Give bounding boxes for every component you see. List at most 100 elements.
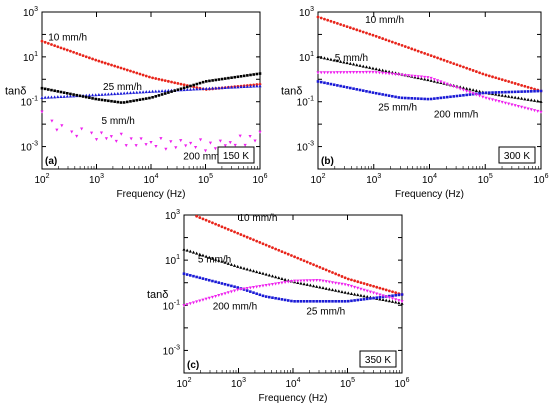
data-point bbox=[78, 94, 82, 98]
data-point bbox=[204, 278, 208, 281]
data-point bbox=[220, 77, 224, 81]
data-point bbox=[477, 89, 482, 93]
data-point bbox=[362, 288, 366, 292]
data-point bbox=[533, 87, 536, 91]
data-point bbox=[397, 42, 401, 46]
temperature-label: 150 K bbox=[223, 151, 249, 162]
data-point bbox=[134, 144, 138, 148]
data-point bbox=[391, 294, 394, 297]
data-point bbox=[410, 74, 414, 78]
data-point bbox=[132, 99, 135, 103]
data-point bbox=[358, 88, 362, 92]
data-point bbox=[330, 281, 335, 285]
data-point bbox=[348, 61, 352, 65]
chart-panel-a: 102 103 104 105 106 10-3 10-1 101 103 Frequency (… bbox=[5, 6, 268, 200]
data-point bbox=[322, 71, 327, 75]
data-point bbox=[331, 271, 334, 274]
data-point bbox=[46, 95, 50, 99]
data-point bbox=[339, 71, 343, 75]
series-25-mm-h bbox=[40, 84, 262, 99]
data-point bbox=[445, 95, 449, 99]
data-point bbox=[141, 73, 145, 77]
data-point bbox=[299, 281, 303, 285]
data-point bbox=[536, 99, 540, 103]
data-point bbox=[394, 300, 398, 304]
y-tick-label: 10-3 bbox=[163, 344, 180, 357]
data-point bbox=[261, 294, 265, 298]
series-label: 10 mm/h bbox=[48, 33, 87, 44]
data-point bbox=[342, 24, 346, 27]
data-point bbox=[516, 104, 520, 108]
data-point bbox=[387, 289, 391, 293]
data-point bbox=[500, 78, 504, 82]
data-point bbox=[280, 250, 284, 253]
data-point bbox=[243, 143, 247, 147]
data-point bbox=[465, 86, 469, 90]
data-point bbox=[334, 300, 337, 303]
data-point bbox=[201, 217, 205, 221]
data-point bbox=[343, 276, 347, 280]
data-point bbox=[157, 77, 161, 81]
data-point bbox=[326, 57, 330, 61]
data-point bbox=[532, 98, 537, 102]
data-point bbox=[342, 85, 346, 89]
data-point bbox=[55, 128, 59, 132]
data-point bbox=[270, 282, 275, 286]
y-tick-label: 10-1 bbox=[297, 96, 314, 109]
data-point bbox=[372, 296, 375, 300]
data-point bbox=[346, 291, 350, 295]
data-point bbox=[198, 87, 202, 91]
data-point bbox=[87, 93, 91, 97]
data-point bbox=[267, 283, 271, 287]
data-point bbox=[258, 72, 262, 75]
data-point bbox=[410, 47, 414, 51]
data-point bbox=[504, 79, 507, 83]
data-point bbox=[400, 300, 404, 304]
data-point bbox=[245, 286, 249, 290]
series-10-mm-h bbox=[40, 39, 262, 91]
data-point bbox=[365, 90, 368, 93]
data-point bbox=[308, 261, 312, 265]
series-label: 5 mm/h bbox=[102, 116, 135, 127]
data-point bbox=[445, 82, 449, 86]
data-point bbox=[151, 76, 154, 80]
data-point bbox=[150, 89, 155, 93]
data-point bbox=[375, 292, 379, 296]
data-point bbox=[229, 229, 233, 233]
data-point bbox=[391, 94, 394, 98]
data-point bbox=[252, 73, 255, 76]
data-point bbox=[299, 258, 303, 261]
data-point bbox=[335, 22, 339, 25]
data-point bbox=[348, 71, 352, 75]
data-point bbox=[381, 287, 385, 291]
data-point bbox=[138, 98, 142, 101]
data-point bbox=[50, 119, 54, 123]
data-point bbox=[507, 102, 511, 106]
data-point bbox=[337, 300, 341, 303]
data-point bbox=[397, 299, 401, 303]
data-point bbox=[400, 73, 404, 77]
data-point bbox=[316, 71, 320, 75]
data-point bbox=[236, 85, 240, 89]
data-point bbox=[329, 19, 333, 23]
data-point bbox=[245, 235, 249, 239]
data-point bbox=[361, 64, 365, 68]
data-point bbox=[185, 303, 189, 307]
data-point bbox=[217, 224, 221, 227]
data-point bbox=[305, 260, 309, 264]
data-point bbox=[214, 280, 217, 284]
data-point bbox=[46, 42, 50, 45]
data-point bbox=[239, 75, 243, 78]
data-point bbox=[227, 76, 230, 80]
data-point bbox=[390, 40, 394, 44]
data-point bbox=[135, 71, 139, 75]
data-point bbox=[429, 97, 433, 101]
y-tick-label: 10-3 bbox=[21, 141, 38, 154]
data-point bbox=[478, 92, 481, 95]
data-point bbox=[271, 296, 274, 300]
data-point bbox=[539, 99, 543, 103]
data-point bbox=[520, 90, 523, 93]
x-tick-label: 102 bbox=[176, 377, 191, 390]
data-point bbox=[361, 30, 365, 34]
data-point bbox=[248, 268, 252, 272]
